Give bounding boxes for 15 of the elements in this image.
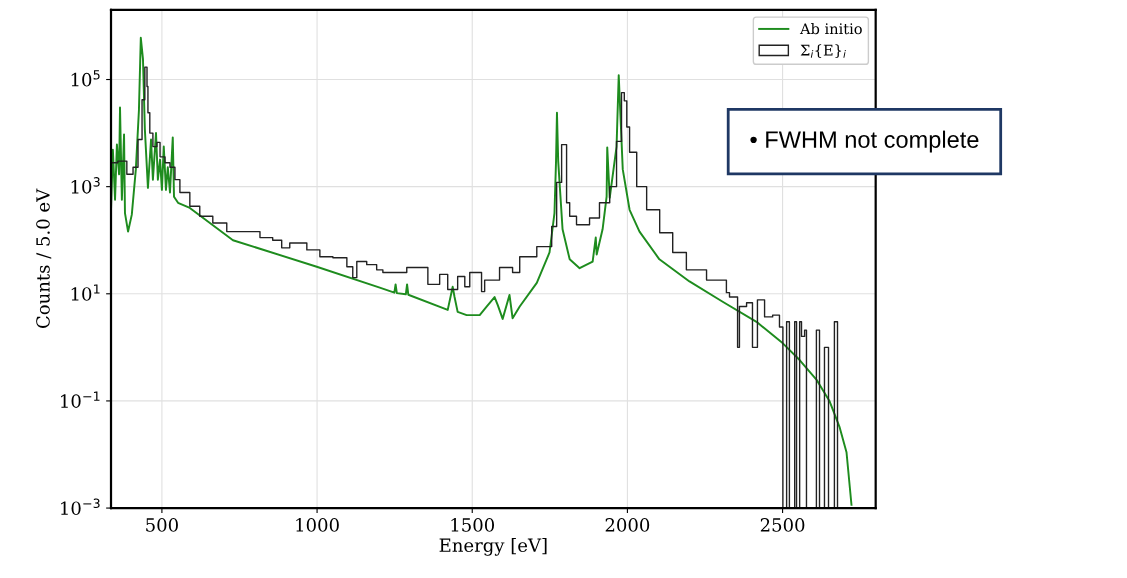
x-tick-label: 1000 — [296, 518, 339, 532]
y-tick-label: 10$^{5}$ — [71, 70, 100, 87]
y-tick-label: 10$^{1}$ — [71, 284, 100, 301]
x-tick-label: 2000 — [605, 518, 650, 532]
x-axis-title: Energy [eV] — [439, 538, 547, 556]
y-tick-label: 10$^{−1}$ — [61, 391, 100, 408]
x-tick-label: 500 — [146, 518, 178, 532]
y-axis-title: Counts / 5.0 eV — [36, 188, 52, 329]
x-tick-label: 1500 — [451, 518, 495, 532]
x-tick-label: 2500 — [760, 518, 805, 532]
y-tick-label: 10$^{3}$ — [71, 177, 100, 194]
legend-label: Σ$_{i}${E}$_{i}$ — [800, 44, 846, 58]
y-tick-label: 10$^{−3}$ — [61, 498, 100, 516]
legend-label: Ab initio — [799, 22, 862, 35]
annotation: • FWHM not complete — [750, 130, 979, 153]
